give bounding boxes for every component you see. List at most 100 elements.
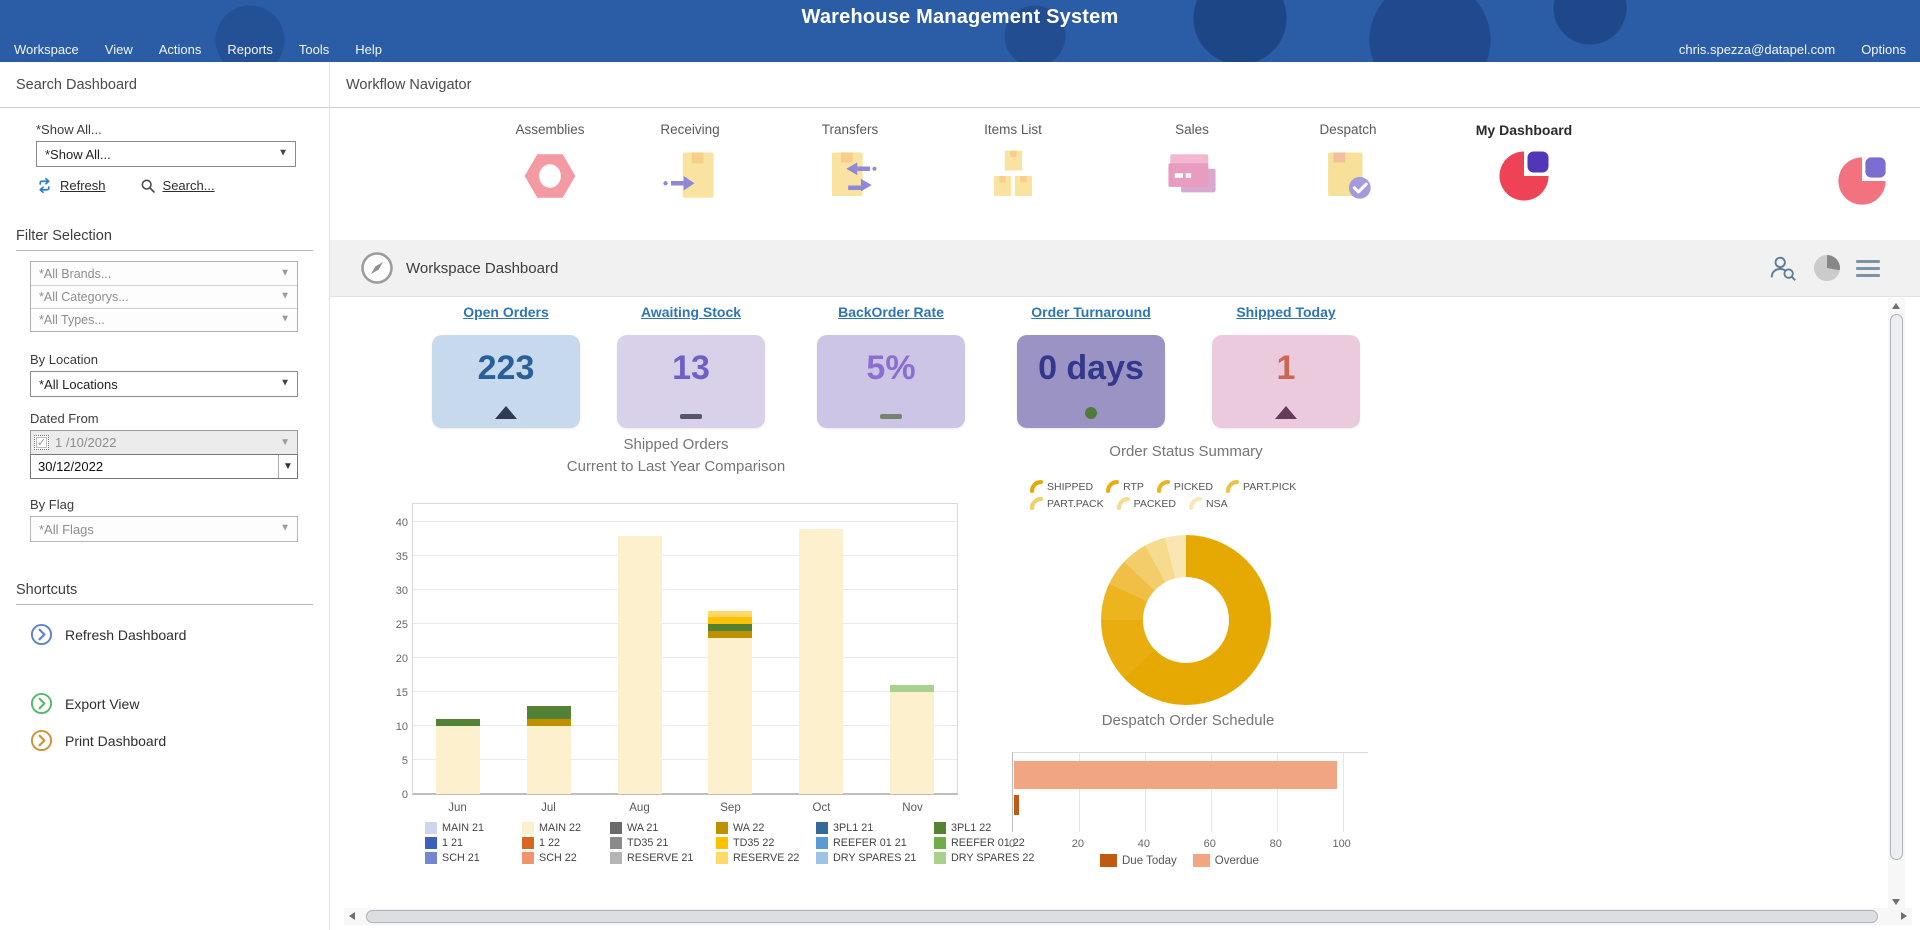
dated-from-label: Dated From — [30, 411, 99, 426]
menu-reports[interactable]: Reports — [227, 41, 273, 57]
gridline — [413, 793, 957, 794]
legend-swatch — [716, 822, 728, 834]
legend-swatch — [522, 837, 534, 849]
legend-item: RTP — [1106, 480, 1144, 493]
kpi-value: 223 — [477, 349, 535, 387]
flags-dropdown[interactable]: *All Flags ▼ — [30, 516, 298, 542]
legend-item: PART.PICK — [1226, 480, 1296, 493]
search-dashboard-panel: Search Dashboard *Show All... *Show All.… — [0, 62, 330, 930]
backorder-rate-card[interactable]: 5% — [817, 335, 965, 428]
kpi-value: 0 days — [1038, 349, 1144, 387]
scroll-right-arrow[interactable] — [1901, 912, 1907, 920]
arc-swatch-icon — [1030, 497, 1043, 510]
pie-view-icon[interactable] — [1814, 255, 1840, 281]
chevron-down-icon[interactable]: ▼ — [278, 455, 297, 478]
shortcut-refresh-dashboard[interactable]: Refresh Dashboard — [30, 623, 329, 646]
workflow-item-label: Transfers — [821, 122, 879, 137]
search-link[interactable]: Search... — [140, 178, 215, 194]
menu-workspace[interactable]: Workspace — [14, 41, 79, 57]
horizontal-scroll-thumb[interactable] — [366, 910, 1878, 923]
vertical-scrollbar[interactable] — [1888, 298, 1905, 910]
trend-flat-icon — [880, 414, 902, 419]
shortcut-print-dashboard[interactable]: Print Dashboard — [30, 729, 329, 752]
workflow-item-items-list[interactable]: Items List — [948, 122, 1078, 205]
shipped-orders-plot — [412, 503, 958, 795]
gridline — [413, 759, 957, 761]
show-all-value: *Show All... — [45, 146, 111, 162]
stacked-bar — [798, 529, 843, 794]
bar-segment — [798, 529, 843, 794]
bar-segment — [708, 637, 753, 794]
workflow-item-label: Sales — [1175, 122, 1209, 137]
y-tick-label: 25 — [395, 619, 408, 632]
arc-swatch-icon — [1030, 480, 1043, 493]
legend-item: DRY SPARES 21 — [816, 852, 934, 864]
menu-view[interactable]: View — [104, 41, 133, 57]
gridline — [413, 623, 957, 625]
refresh-link[interactable]: Refresh — [36, 177, 106, 194]
location-dropdown[interactable]: *All Locations ▼ — [30, 371, 298, 397]
shortcut-label: Refresh Dashboard — [65, 626, 187, 643]
categories-value: *All Categorys... — [39, 290, 129, 304]
types-dropdown[interactable]: *All Types... ▼ — [31, 308, 297, 331]
workflow-item-transfers[interactable]: Transfers — [785, 122, 915, 205]
workflow-item-sales[interactable]: Sales — [1127, 122, 1257, 205]
filter-group: *All Brands... ▼ *All Categorys... ▼ *Al… — [30, 261, 298, 332]
shortcut-export-view[interactable]: Export View — [30, 692, 329, 715]
menu-tools[interactable]: Tools — [298, 41, 330, 57]
shortcut-label: Export View — [65, 695, 140, 712]
brands-dropdown[interactable]: *All Brands... ▼ — [31, 262, 297, 285]
workflow-item-receiving[interactable]: Receiving — [625, 122, 755, 205]
compass-icon[interactable] — [360, 251, 394, 285]
date-from-field[interactable]: ✓ 1 /10/2022 ▼ — [30, 430, 298, 455]
kpi-value: 5% — [866, 349, 916, 387]
donut-chart-title: Order Status Summary — [1109, 443, 1263, 460]
user-email[interactable]: chris.spezza@datapel.com — [1678, 41, 1836, 57]
vertical-scroll-thumb[interactable] — [1890, 314, 1903, 860]
shipped-today-link[interactable]: Shipped Today — [1236, 304, 1336, 320]
scroll-up-arrow[interactable] — [1892, 303, 1900, 309]
awaiting-stock-link[interactable]: Awaiting Stock — [640, 304, 742, 320]
legend-swatch — [425, 822, 437, 834]
legend-swatch — [934, 822, 946, 834]
awaiting-stock-card[interactable]: 13 — [617, 335, 765, 428]
date-to-field[interactable]: 30/12/2022 ▼ — [30, 454, 298, 479]
categories-dropdown[interactable]: *All Categorys... ▼ — [31, 285, 297, 308]
legend-item: 1 22 — [522, 837, 610, 849]
legend-item: TD35 21 — [610, 837, 716, 849]
menu-actions[interactable]: Actions — [158, 41, 202, 57]
legend-item: 3PL1 21 — [816, 822, 934, 834]
scroll-down-arrow[interactable] — [1892, 899, 1900, 905]
date-checkbox[interactable]: ✓ — [34, 435, 49, 450]
chevron-down-icon: ▼ — [278, 147, 288, 159]
bar-segment — [436, 726, 481, 794]
circle-chevron-icon — [30, 623, 53, 646]
open-orders-card[interactable]: 223 — [432, 335, 580, 428]
workflow-item-my-dashboard[interactable]: My Dashboard — [1459, 122, 1589, 204]
bar-segment — [526, 726, 571, 794]
menu-help[interactable]: Help — [355, 41, 383, 57]
show-all-dropdown[interactable]: *Show All... ▼ — [36, 141, 296, 167]
hamburger-menu-icon[interactable] — [1856, 256, 1880, 281]
legend-swatch — [934, 852, 946, 864]
gridline — [1276, 753, 1278, 832]
dashboard-pie-icon[interactable] — [1835, 154, 1889, 208]
transfers-icon — [831, 152, 877, 196]
shortcut-label: Print Dashboard — [65, 732, 167, 749]
backorder-rate-link[interactable]: BackOrder Rate — [838, 304, 944, 320]
options-menu[interactable]: Options — [1861, 41, 1906, 57]
horizontal-scrollbar[interactable] — [344, 908, 1912, 925]
workflow-item-assemblies[interactable]: Assemblies — [485, 122, 615, 205]
order-turnaround-link[interactable]: Order Turnaround — [1031, 304, 1151, 320]
scroll-left-arrow[interactable] — [349, 912, 355, 920]
donut-chart-legend: SHIPPED RTP PICKED PART.PICK PART.PACK P… — [1030, 480, 1360, 510]
shipped-today-card[interactable]: 1 — [1212, 335, 1360, 428]
workflow-item-despatch[interactable]: Despatch — [1283, 122, 1413, 205]
x-tick-label: Nov — [902, 802, 923, 814]
legend-item: NSA — [1189, 497, 1228, 510]
order-turnaround-card[interactable]: 0 days — [1017, 335, 1165, 428]
user-search-icon[interactable] — [1768, 253, 1798, 283]
open-orders-link[interactable]: Open Orders — [463, 304, 549, 320]
workflow-navigator-title: Workflow Navigator — [330, 62, 1920, 108]
